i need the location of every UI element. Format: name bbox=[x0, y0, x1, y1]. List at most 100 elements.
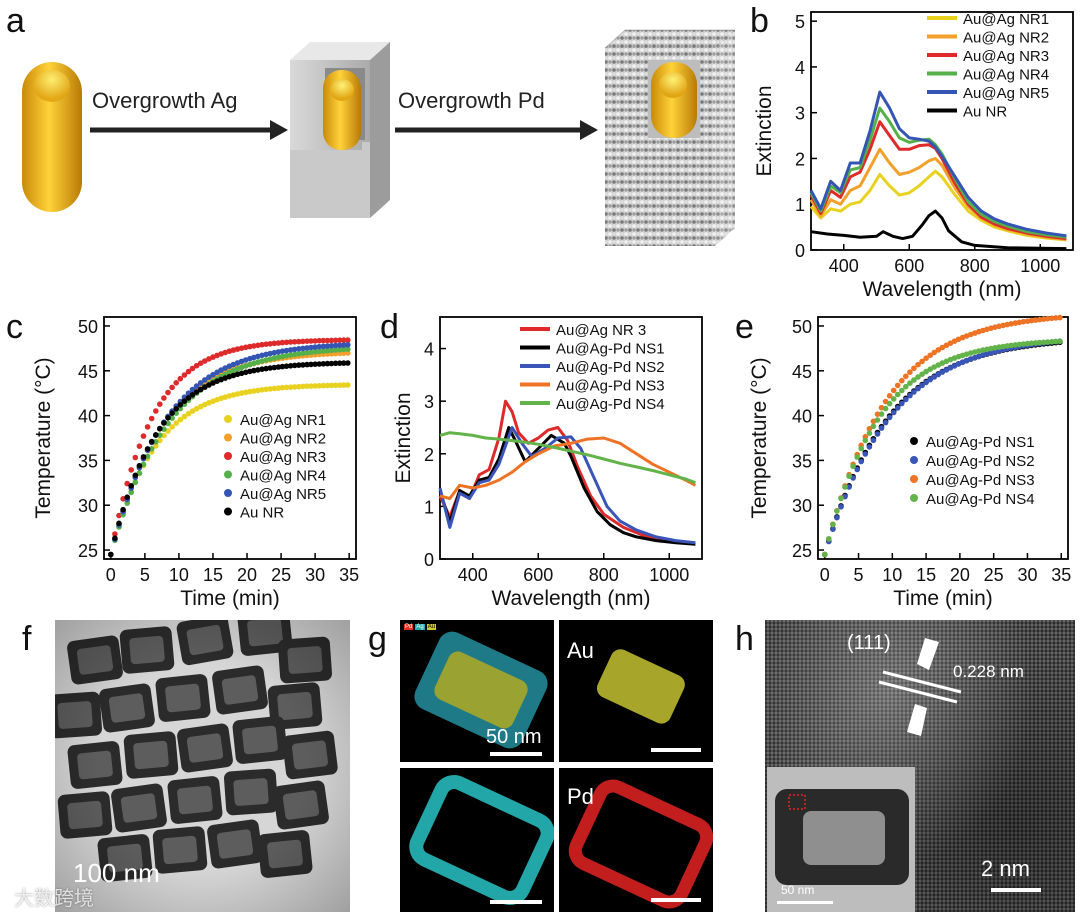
legend-label-au-ag-nr4: Au@Ag NR4 bbox=[963, 67, 1049, 84]
data-point-au-nr bbox=[161, 420, 167, 426]
legend-swatch-au-ag-nr5 bbox=[224, 489, 232, 497]
gold-nanorod-icon bbox=[22, 62, 82, 212]
data-point-au-ag-pd-ns4 bbox=[850, 463, 856, 470]
data-point-au-ag-nr4 bbox=[328, 347, 335, 354]
eds-pd-map: Pd bbox=[559, 768, 713, 912]
eds-map-grid: Pd Ag Au 50 nm Au Pd bbox=[400, 620, 713, 912]
data-point-au-ag-nr5 bbox=[336, 342, 343, 349]
data-point-au-ag-nr3 bbox=[328, 337, 335, 344]
x-tick-label: 25 bbox=[271, 565, 291, 585]
data-point-au-ag-pd-ns4 bbox=[866, 430, 873, 436]
x-tick-label: 30 bbox=[1017, 565, 1037, 585]
data-point-au-ag-nr4 bbox=[144, 453, 151, 460]
data-point-au-nr bbox=[291, 362, 298, 369]
legend-label-au-ag-nr5: Au@Ag NR5 bbox=[240, 486, 326, 503]
data-point-au-ag-nr3 bbox=[340, 337, 347, 343]
legend-label-au-nr: Au NR bbox=[240, 505, 284, 522]
legend-label-au-ag-nr-3: Au@Ag NR 3 bbox=[556, 322, 646, 339]
data-point-au-ag-nr1 bbox=[304, 383, 310, 389]
data-point-au-ag-nr3 bbox=[324, 337, 331, 344]
data-point-au-ag-nr5 bbox=[345, 342, 351, 348]
x-axis-label: Time (min) bbox=[180, 587, 280, 610]
data-point-au-ag-pd-ns3 bbox=[1053, 315, 1059, 321]
x-tick-label: 20 bbox=[950, 565, 970, 585]
data-point-au-ag-pd-ns2 bbox=[894, 405, 901, 411]
data-point-au-ag-pd-ns4 bbox=[1057, 338, 1063, 345]
data-point-au-ag-nr5 bbox=[283, 347, 290, 354]
y-tick-label: 35 bbox=[792, 451, 812, 471]
data-point-au-ag-nr1 bbox=[189, 408, 196, 414]
hrtem-image-h: (111) 0.228 nm 50 nm 2 nm bbox=[765, 620, 1075, 912]
x-tick-label: 1000 bbox=[649, 565, 689, 585]
tem-image-f: 100 nm bbox=[55, 620, 350, 912]
data-point-au-ag-pd-ns4 bbox=[1040, 339, 1047, 346]
data-point-au-ag-nr3 bbox=[128, 467, 134, 473]
legend-label-au-ag-pd-ns4: Au@Ag-Pd NS4 bbox=[926, 491, 1035, 508]
data-point-au-ag-nr5 bbox=[320, 343, 327, 350]
series-line-au-ag-nr3 bbox=[809, 120, 1067, 241]
x-tick-label: 600 bbox=[523, 565, 553, 585]
x-tick-label: 35 bbox=[339, 565, 359, 585]
data-point-au-ag-nr1 bbox=[332, 382, 339, 389]
arrow-1-icon bbox=[90, 120, 288, 140]
data-point-au-ag-nr5 bbox=[316, 343, 323, 350]
data-point-au-ag-pd-ns4 bbox=[826, 536, 832, 542]
data-point-au-ag-pd-ns4 bbox=[830, 521, 836, 528]
data-point-au-ag-pd-ns2 bbox=[890, 409, 897, 416]
data-point-au-ag-nr3 bbox=[132, 454, 139, 461]
y-tick-label: 5 bbox=[795, 12, 805, 32]
data-point-au-ag-nr3 bbox=[112, 531, 118, 537]
data-point-au-ag-pd-ns2 bbox=[866, 444, 873, 450]
x-tick-label: 35 bbox=[1051, 565, 1071, 585]
panel-label-a: a bbox=[6, 2, 25, 40]
plot-frame bbox=[810, 11, 1074, 251]
data-point-au-ag-nr1 bbox=[296, 383, 302, 390]
data-point-au-ag-nr3 bbox=[308, 338, 314, 344]
data-point-au-ag-nr1 bbox=[271, 385, 278, 392]
x-axis-label: Wavelength (nm) bbox=[862, 278, 1021, 301]
data-point-au-nr bbox=[283, 363, 290, 369]
data-point-au-ag-nr5 bbox=[197, 380, 204, 386]
data-point-au-ag-nr1 bbox=[169, 424, 175, 430]
hrtem-scale-label: 2 nm bbox=[981, 856, 1030, 881]
legend-swatch-au-ag-nr2 bbox=[224, 433, 232, 442]
data-point-au-ag-nr1 bbox=[161, 432, 167, 439]
data-point-au-nr bbox=[193, 389, 200, 395]
data-point-au-ag-pd-ns4 bbox=[1049, 339, 1055, 345]
data-point-au-ag-nr1 bbox=[320, 382, 327, 389]
data-point-au-ag-pd-ns2 bbox=[931, 374, 937, 380]
series-line-au-nr bbox=[810, 209, 1067, 251]
data-point-au-ag-pd-ns2 bbox=[870, 437, 877, 444]
data-point-au-ag-pd-ns4 bbox=[842, 484, 848, 490]
eds-scale-bar bbox=[490, 752, 542, 756]
data-point-au-ag-nr4 bbox=[336, 346, 343, 353]
y-tick-label: 25 bbox=[78, 541, 98, 561]
data-point-au-ag-nr1 bbox=[153, 443, 159, 449]
data-point-au-ag-pd-ns3 bbox=[903, 373, 909, 380]
y-tick-label: 35 bbox=[78, 451, 98, 471]
tem-scale-f: 100 nm bbox=[73, 858, 160, 888]
data-point-au-ag-pd-ns4 bbox=[1020, 341, 1027, 347]
legend-swatch-au-ag-pd-ns2 bbox=[910, 456, 918, 464]
data-point-au-ag-pd-ns3 bbox=[1036, 316, 1043, 323]
legend-label-au-ag-pd-ns1: Au@Ag-Pd NS1 bbox=[556, 341, 665, 358]
data-point-au-ag-nr3 bbox=[255, 342, 261, 349]
data-point-au-ag-pd-ns3 bbox=[890, 387, 897, 394]
data-point-au-ag-nr3 bbox=[173, 380, 179, 386]
series-line-au-ag-nr5 bbox=[809, 90, 1067, 238]
data-point-au-ag-pd-ns3 bbox=[1028, 317, 1035, 324]
data-point-au-ag-nr4 bbox=[345, 346, 351, 352]
series-line-au-ag-pd-ns2 bbox=[438, 426, 696, 545]
y-tick-label: 50 bbox=[792, 317, 812, 337]
data-point-au-ag-nr4 bbox=[153, 439, 159, 445]
data-point-au-nr bbox=[185, 395, 192, 401]
data-point-au-ag-pd-ns4 bbox=[1053, 338, 1059, 345]
series-line-au-ag-pd-ns3 bbox=[439, 436, 697, 500]
plane-label: (111) bbox=[847, 632, 891, 654]
x-tick-label: 25 bbox=[984, 565, 1004, 585]
data-point-au-ag-nr4 bbox=[128, 489, 134, 496]
au-ag-pd-nanoshell-icon bbox=[604, 29, 736, 246]
au-scale-bar bbox=[651, 748, 701, 752]
eds-ag-map bbox=[400, 768, 555, 912]
data-point-au-ag-nr5 bbox=[287, 347, 294, 353]
